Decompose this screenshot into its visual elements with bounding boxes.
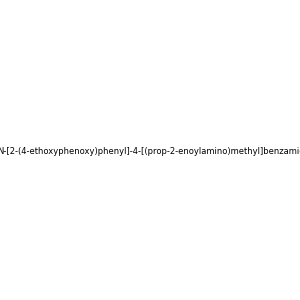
Text: N-[2-(4-ethoxyphenoxy)phenyl]-4-[(prop-2-enoylamino)methyl]benzamide: N-[2-(4-ethoxyphenoxy)phenyl]-4-[(prop-2… — [0, 147, 300, 156]
